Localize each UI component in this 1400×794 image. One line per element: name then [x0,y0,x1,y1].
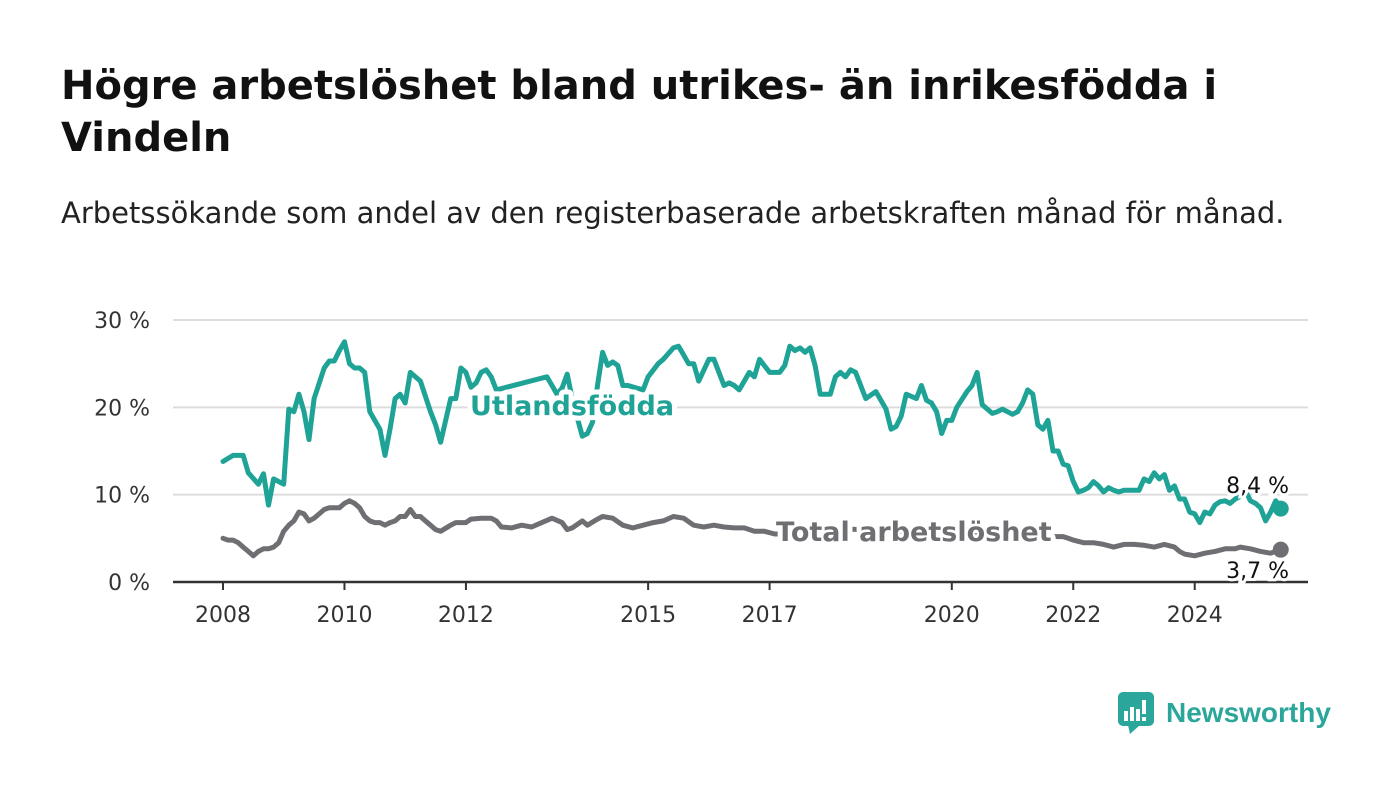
total-end-point [1272,541,1289,558]
total-series-label: Total arbetslöshet [776,517,1052,548]
x-tick-label: 2024 [1167,603,1223,628]
x-tick-label: 2020 [924,603,980,628]
y-tick-label: 20 % [94,396,150,421]
utlandsfodda-line [220,339,1284,526]
bar-chart-speech-bubble-icon [1118,692,1154,734]
chart-subtitle: Arbetssökande som andel av den registerb… [61,196,1285,230]
series-lines [220,339,1289,559]
x-axis-ticks: 2008 2010 2012 2015 2017 2020 2022 2024 [195,582,1223,628]
y-tick-label: 10 % [94,484,150,509]
y-tick-label: 30 % [94,309,150,334]
brand-name: Newsworthy [1166,697,1331,728]
utlandsfodda-end-label: 8,4 % [1226,474,1289,499]
x-tick-label: 2010 [316,603,372,628]
x-tick-label: 2008 [195,603,251,628]
utlandsfodda-end-point [1272,500,1289,517]
y-axis-ticks: 0 % 10 % 20 % 30 % [94,309,150,596]
utlandsfodda-series-label: Utlandsfödda [470,391,674,422]
chart-title: Högre arbetslöshet bland utrikes- än inr… [61,63,1218,161]
total-end-label: 3,7 % [1226,559,1289,584]
y-tick-label: 0 % [108,571,150,596]
newsworthy-logo[interactable]: Newsworthy [1118,690,1331,736]
x-tick-label: 2017 [742,603,798,628]
x-tick-label: 2012 [438,603,494,628]
x-tick-label: 2022 [1045,603,1101,628]
series-labels: Utlandsfödda Total arbetslöshet 8,4 % 3,7 % [465,386,1292,587]
x-tick-label: 2015 [620,603,676,628]
total-line [220,498,1284,559]
gridlines [173,319,1308,584]
